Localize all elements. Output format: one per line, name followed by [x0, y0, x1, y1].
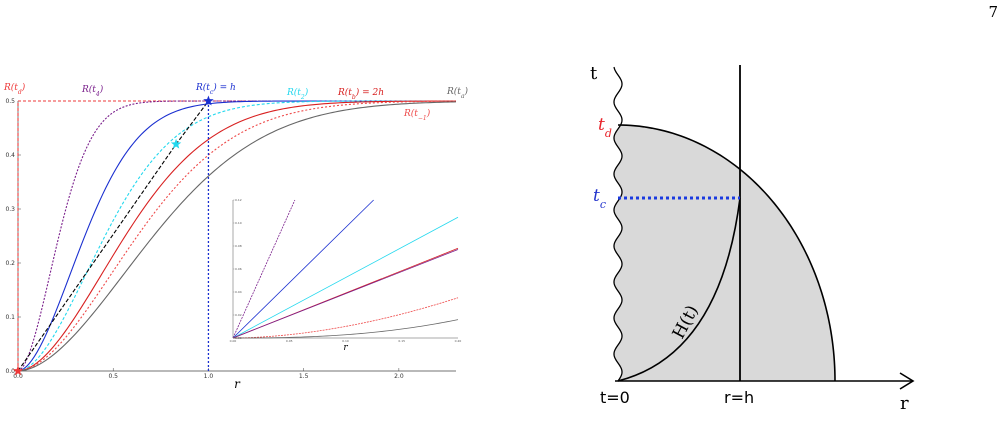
right-diagram: t r t=0 r=h td tc H(t) — [590, 63, 915, 414]
inset-curve-1 — [233, 319, 459, 339]
inset-x-axis-label: r — [343, 343, 348, 353]
t-zero-label: t=0 — [600, 388, 630, 407]
x-axis-label: r — [234, 377, 241, 390]
inset-y-tick-label: 0.02 — [235, 313, 242, 317]
star-origin-marker — [12, 365, 24, 376]
x-tick-label: 1.5 — [299, 373, 309, 380]
inset-curve-0 — [232, 297, 459, 339]
inset-plot: 0.00 0.05 0.10 0.15 0.200.000.020.040.060.08… — [230, 198, 462, 353]
series-label-5: R(t−1) — [403, 108, 431, 122]
t-c-label: tc — [593, 186, 606, 211]
series-label-2: R(tc) = h — [195, 82, 236, 96]
h-of-t-curve — [617, 197, 741, 382]
r-h-label: r=h — [724, 388, 754, 407]
inset-x-tick-label: 0.15 — [398, 339, 405, 343]
shaded-region — [614, 125, 835, 381]
left-plot: 0.0 0.5 1.0 1.5 2.0 0.0 0.1 0.2 0.3 0.4 0.5 r R(td)… — [3, 82, 468, 390]
series-label-1: R(t4) — [81, 84, 104, 98]
left-plot-curves — [17, 100, 457, 372]
y-tick-label: 0.2 — [5, 260, 15, 267]
inset-x-tick-label: 0.00 — [230, 339, 237, 343]
inset-x-tick-label: 0.10 — [342, 339, 349, 343]
black-dashed-path — [17, 100, 209, 372]
x-tick-label: 0.0 — [13, 373, 23, 380]
series-line-6 — [17, 101, 457, 372]
inset-x-tick-label: 0.20 — [455, 339, 462, 343]
star-blue-marker — [203, 95, 214, 106]
r-axis-label: r — [900, 393, 909, 414]
inset-x-tick-label: 0.05 — [286, 339, 293, 343]
inset-y-tick-label: 0.10 — [235, 221, 242, 225]
inset-line-2 — [232, 216, 459, 339]
series-label-3: R(t2) — [286, 87, 309, 101]
series-line-1 — [17, 100, 456, 372]
x-tick-label: 2.0 — [394, 373, 404, 380]
inset-line-0 — [232, 199, 296, 339]
series-line-4 — [17, 100, 457, 372]
series-label-6: R(ta) — [446, 86, 468, 100]
y-tick-label: 0.0 — [5, 368, 15, 375]
x-tick-label: 0.5 — [108, 373, 118, 380]
series-label-0: R(td) — [3, 82, 26, 96]
inset-y-tick-label: 0.04 — [235, 290, 242, 294]
series-label-4: R(tb) = 2h — [337, 87, 384, 101]
y-tick-label: 0.4 — [5, 152, 15, 159]
y-tick-label: 0.1 — [5, 314, 15, 321]
inset-y-tick-label: 0.12 — [235, 198, 242, 202]
inset-y-tick-label: 0.08 — [235, 244, 242, 248]
series-line-5 — [17, 100, 457, 372]
x-tick-label: 1.0 — [204, 373, 214, 380]
inset-line-1 — [232, 199, 374, 339]
left-plot-series-labels: R(td) R(t4) R(tc) = h R(t2) R(tb) = 2h R(t−1)… — [3, 82, 468, 122]
wavy-t-axis — [613, 66, 623, 382]
outer-boundary-curve — [617, 124, 836, 382]
inset-line-4 — [232, 249, 459, 339]
t-d-label: td — [598, 115, 612, 140]
inset-background — [233, 200, 458, 338]
y-tick-label: 0.3 — [5, 206, 15, 213]
star-cyan-marker — [170, 138, 182, 149]
left-plot-overlays — [12, 95, 214, 376]
inset-y-tick-label: 0.06 — [235, 267, 242, 271]
r-axis-arrowhead — [899, 372, 915, 390]
page-number: 7 — [988, 3, 998, 21]
t-axis-label: t — [590, 63, 598, 84]
y-tick-label: 0.5 — [5, 98, 15, 105]
